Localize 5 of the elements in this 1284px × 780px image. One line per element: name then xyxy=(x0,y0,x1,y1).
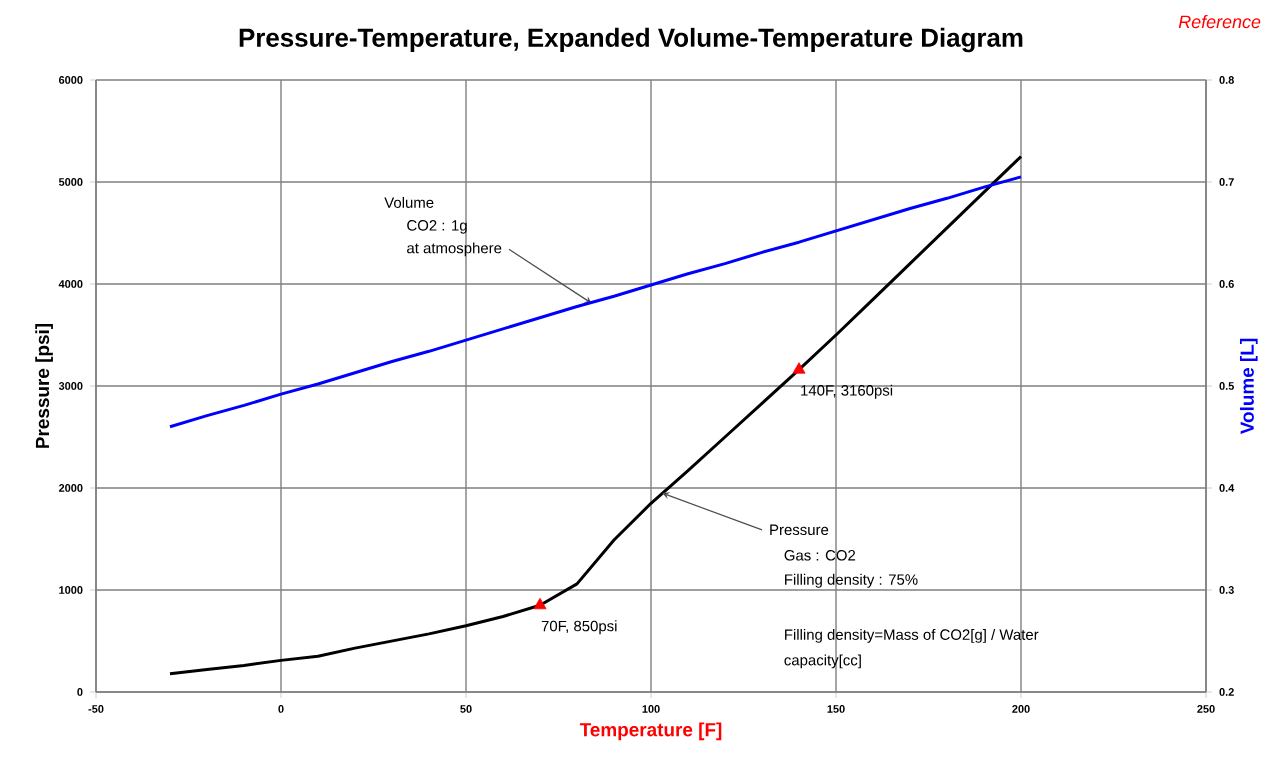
chart-title: Pressure-Temperature, Expanded Volume-Temperature Diagram xyxy=(239,27,1023,53)
y2-axis-title: Volume [L] xyxy=(1239,338,1258,435)
text: Reference xyxy=(1178,15,1261,29)
y-axis-title: Pressure [psi] xyxy=(35,323,53,448)
x-axis-title: Temperature [F] xyxy=(579,722,722,741)
